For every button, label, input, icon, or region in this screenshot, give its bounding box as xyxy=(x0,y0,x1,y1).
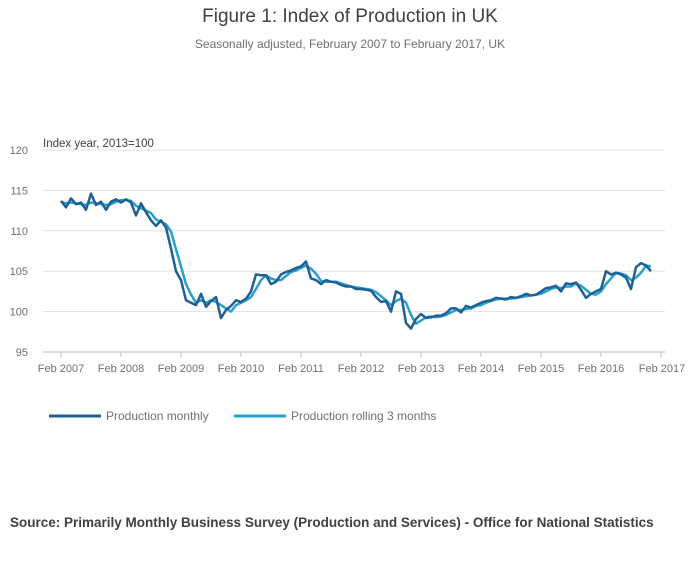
x-tick-label: Feb 2013 xyxy=(398,363,444,375)
x-tick-label: Feb 2015 xyxy=(518,363,564,375)
gridlines xyxy=(43,150,665,352)
x-tick-label: Feb 2009 xyxy=(158,363,204,375)
y-tick-label: 100 xyxy=(10,307,28,319)
series-lines xyxy=(61,194,651,329)
legend-label-production-rolling: Production rolling 3 months xyxy=(291,409,436,423)
x-axis: Feb 2007 Feb 2008 Feb 2009 Feb 2010 Feb 2011… xyxy=(38,352,685,375)
y-axis-label: Index year, 2013=100 xyxy=(43,138,154,150)
legend-label-production-monthly: Production monthly xyxy=(106,409,209,423)
legend: Production monthly Production rolling 3 … xyxy=(49,409,436,423)
x-tick-label: Feb 2014 xyxy=(458,363,504,375)
x-tick-label: Feb 2017 xyxy=(639,363,685,375)
y-tick-label: 110 xyxy=(10,226,28,238)
source-note: Source: Primarily Monthly Business Surve… xyxy=(10,512,670,534)
x-tick-label: Feb 2007 xyxy=(38,363,84,375)
y-axis-ticks: 95 100 105 110 115 120 xyxy=(10,145,28,359)
x-tick-label: Feb 2012 xyxy=(338,363,384,375)
y-tick-label: 120 xyxy=(10,145,28,157)
x-tick-label: Feb 2010 xyxy=(218,363,264,375)
x-tick-label: Feb 2016 xyxy=(578,363,624,375)
y-tick-label: 95 xyxy=(16,347,28,359)
x-tick-label: Feb 2008 xyxy=(98,363,144,375)
chart-area: 95100105110115120 Feb 2007 Feb 2008 Feb 20… xyxy=(0,0,700,574)
y-tick-label: 105 xyxy=(10,266,28,278)
series-line-production-monthly xyxy=(61,194,651,329)
y-tick-label: 115 xyxy=(10,185,28,197)
x-tick-label: Feb 2011 xyxy=(278,363,324,375)
